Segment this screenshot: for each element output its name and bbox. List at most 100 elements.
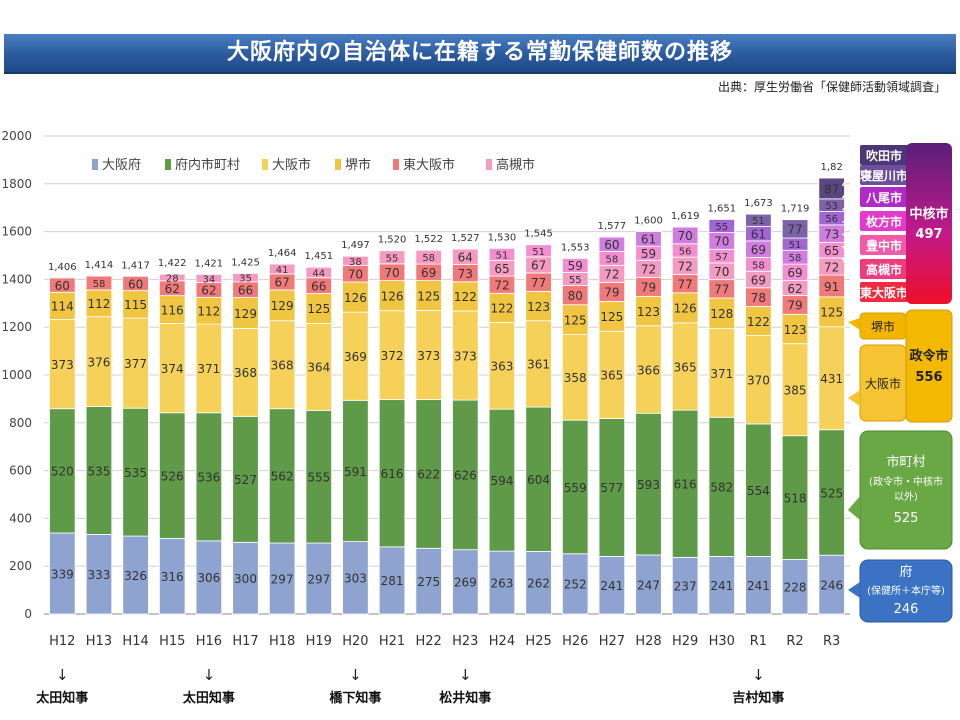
data-label: 73 xyxy=(458,267,473,281)
total-label: 1,464 xyxy=(268,248,297,259)
data-label: 527 xyxy=(234,473,257,487)
bar-segment xyxy=(488,247,516,261)
bar-segment xyxy=(49,277,76,293)
data-label: 366 xyxy=(637,363,660,377)
data-label: 58 xyxy=(422,253,435,264)
data-label: 70 xyxy=(384,266,399,280)
bar-segment xyxy=(598,236,626,252)
bar-segment xyxy=(671,322,699,411)
data-label: 91 xyxy=(824,280,839,294)
data-label: 79 xyxy=(787,299,802,313)
fu-note: (保健所＋本庁等) xyxy=(867,584,945,597)
data-label: 80 xyxy=(568,289,583,303)
data-label: 385 xyxy=(784,383,807,397)
x-tick-label: H19 xyxy=(306,634,332,649)
bar-segment xyxy=(195,273,223,283)
city-box xyxy=(860,145,908,165)
bar-segment xyxy=(85,316,113,407)
data-label: 374 xyxy=(161,362,184,376)
data-label: 55 xyxy=(386,253,399,264)
data-label: 66 xyxy=(311,279,326,293)
data-label: 58 xyxy=(605,254,618,265)
data-label: 73 xyxy=(824,227,839,241)
data-label: 269 xyxy=(454,576,477,590)
data-label: 559 xyxy=(564,481,587,495)
total-label: 1,451 xyxy=(304,251,333,262)
data-label: 44 xyxy=(312,268,325,279)
data-label: 41 xyxy=(276,265,289,276)
data-label: 364 xyxy=(307,361,330,375)
y-tick-label: 1400 xyxy=(1,272,32,286)
shichoson-value: 525 xyxy=(894,511,919,526)
bar-segment xyxy=(342,281,369,313)
data-label: 365 xyxy=(674,360,697,374)
data-label: 125 xyxy=(417,289,440,303)
total-label: 1,719 xyxy=(781,204,810,215)
data-label: 591 xyxy=(344,465,367,479)
data-label: 262 xyxy=(527,576,550,590)
fu-title: 府 xyxy=(899,565,912,580)
x-tick-label: H25 xyxy=(525,634,551,649)
data-label: 57 xyxy=(715,252,728,263)
data-label: 373 xyxy=(417,349,440,363)
data-label: 246 xyxy=(820,578,843,592)
total-label: 1,651 xyxy=(707,203,736,214)
city-box xyxy=(860,282,908,302)
city-label: 高槻市 xyxy=(866,262,902,277)
total-label: 1,522 xyxy=(414,234,443,245)
x-tick-label: H14 xyxy=(122,634,148,649)
data-label: 518 xyxy=(784,491,807,505)
data-label: 316 xyxy=(161,570,184,584)
data-label: 64 xyxy=(458,250,473,264)
bar-segment xyxy=(452,281,479,312)
bar-segment xyxy=(598,418,626,557)
bar-segment xyxy=(232,327,259,417)
source-note: 出典：厚生労働省「保健師活動領域調査」 xyxy=(717,80,946,94)
governor-label: 橋下知事 xyxy=(329,690,381,706)
data-label: 297 xyxy=(307,572,330,586)
governor-label: 松井知事 xyxy=(439,690,491,706)
data-label: 72 xyxy=(677,260,692,274)
data-label: 77 xyxy=(677,277,692,291)
data-label: 371 xyxy=(197,362,220,376)
total-label: 1,82 xyxy=(821,162,843,173)
legend-label: 府内市町村 xyxy=(175,157,240,173)
y-tick-label: 600 xyxy=(9,464,32,478)
y-tick-label: 1600 xyxy=(1,225,32,239)
bar-segment xyxy=(525,290,552,322)
bar-segment xyxy=(159,295,186,324)
seirei-box xyxy=(905,309,953,423)
bar-segment xyxy=(415,249,442,265)
city-connector xyxy=(842,233,861,246)
bar-segment xyxy=(122,407,149,537)
data-label: 58 xyxy=(752,260,765,271)
total-label: 1,527 xyxy=(451,233,480,244)
city-label: 枚方市 xyxy=(866,214,902,229)
data-label: 368 xyxy=(271,359,294,373)
bar-segment xyxy=(122,317,149,409)
bar-segment xyxy=(159,273,186,282)
governor-arrow: ↓ xyxy=(752,666,765,684)
bar-segment xyxy=(452,549,479,615)
bar-segment xyxy=(818,296,845,328)
data-label: 263 xyxy=(491,576,514,590)
data-label: 358 xyxy=(564,371,587,385)
legend-label: 東大阪市 xyxy=(403,157,455,173)
bar-segment xyxy=(452,310,479,401)
data-label: 69 xyxy=(787,266,802,280)
data-label: 60 xyxy=(55,279,70,293)
chukaku-label: 中核市 xyxy=(909,206,948,222)
data-label: 361 xyxy=(527,358,550,372)
bar-segment xyxy=(268,289,296,322)
data-label: 115 xyxy=(124,298,147,312)
bar-segment xyxy=(562,419,589,555)
bar-segment xyxy=(195,540,223,615)
data-label: 376 xyxy=(88,355,111,369)
bar-segment xyxy=(525,320,552,408)
seirei-value: 556 xyxy=(915,370,942,385)
bar-segment xyxy=(562,257,589,273)
data-label: 62 xyxy=(165,282,180,296)
x-tick-label: R1 xyxy=(750,634,767,649)
y-tick-label: 1800 xyxy=(1,177,32,191)
bar-segment xyxy=(488,322,516,410)
